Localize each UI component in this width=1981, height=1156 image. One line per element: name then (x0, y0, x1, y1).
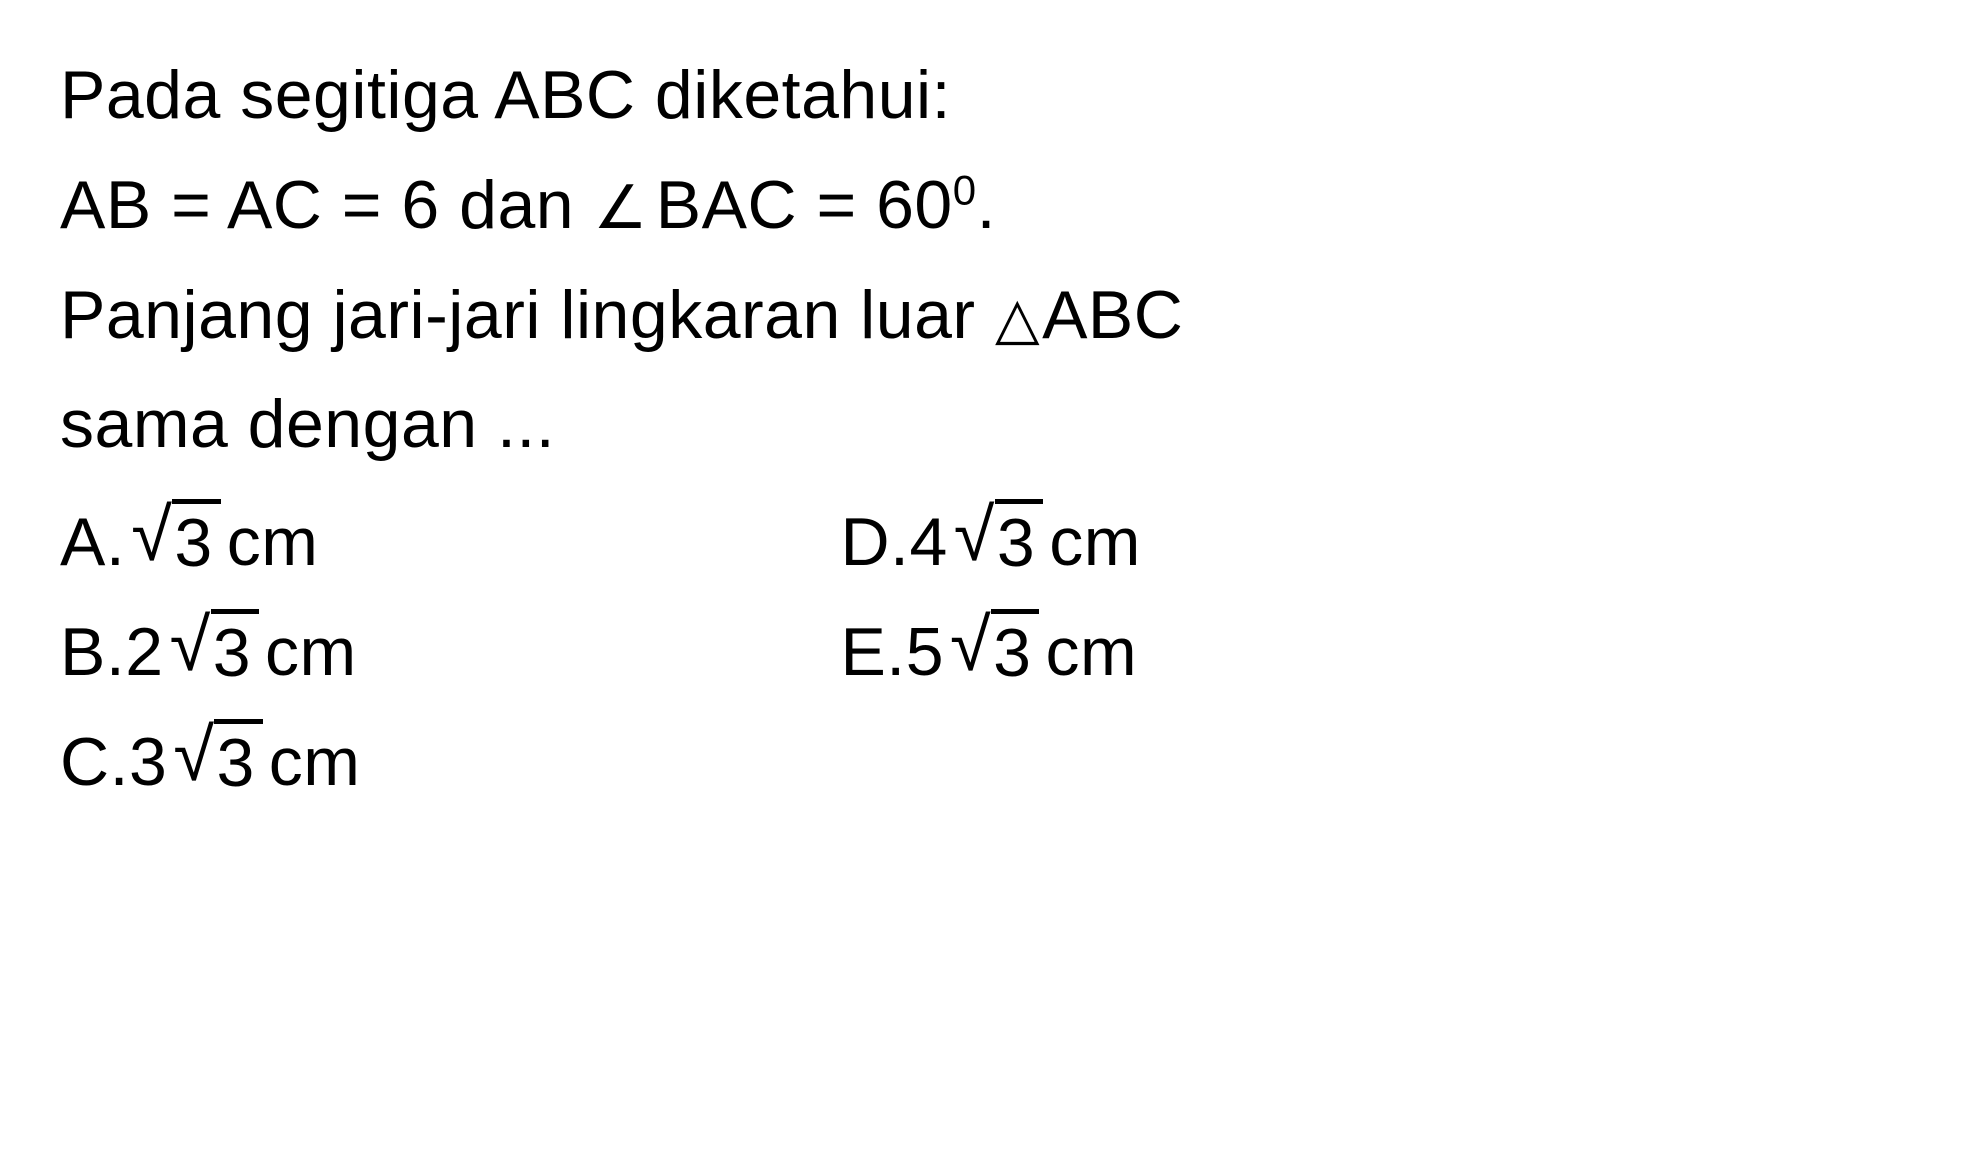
triangle-icon: △ (995, 280, 1040, 358)
sqrt-icon: √ 3 (170, 611, 259, 694)
option-d: D. 4 √ 3 cm (840, 497, 1140, 589)
question-line-3: Panjang jari-jari lingkaran luar △ABC (60, 270, 1921, 362)
options-container: A. √ 3 cm B. 2 √ 3 cm C. 3 (60, 497, 1921, 808)
radicand: 3 (172, 499, 220, 582)
option-c: C. 3 √ 3 cm (60, 717, 360, 809)
text-segment: . (977, 167, 996, 243)
option-e: E. 5 √ 3 cm (840, 607, 1140, 699)
degree-symbol: 0 (953, 166, 977, 213)
question-line-4: sama dengan ... (60, 379, 1921, 471)
option-unit: cm (1045, 607, 1137, 699)
option-unit: cm (269, 717, 361, 809)
options-column-left: A. √ 3 cm B. 2 √ 3 cm C. 3 (60, 497, 360, 808)
radical-symbol: √ (170, 608, 211, 682)
option-unit: cm (227, 497, 319, 589)
option-label: B. (60, 607, 125, 699)
angle-icon: ∠ (593, 167, 647, 248)
option-label: E. (840, 607, 905, 699)
radicand: 3 (214, 719, 262, 802)
question-line-1: Pada segitiga ABC diketahui: (60, 50, 1921, 142)
sqrt-icon: √ 3 (950, 611, 1039, 694)
option-unit: cm (1049, 497, 1141, 589)
radical-symbol: √ (950, 608, 991, 682)
option-coeff: 3 (129, 717, 167, 809)
radical-symbol: √ (954, 498, 995, 572)
radicand: 3 (211, 609, 259, 692)
radicand: 3 (995, 499, 1043, 582)
text-segment: sama dengan ... (60, 386, 555, 462)
option-b: B. 2 √ 3 cm (60, 607, 360, 699)
option-label: C. (60, 717, 129, 809)
text-segment: BAC = 60 (656, 167, 953, 243)
text-segment: Panjang jari-jari lingkaran luar (60, 277, 995, 353)
radical-symbol: √ (131, 498, 172, 572)
option-coeff: 2 (125, 607, 163, 699)
question-line-2: AB = AC = 6 dan ∠BAC = 600. (60, 160, 1921, 252)
option-coeff: 5 (906, 607, 944, 699)
option-label: D. (840, 497, 909, 589)
text-segment: Pada segitiga ABC diketahui: (60, 57, 951, 133)
text-segment: ABC (1042, 277, 1183, 353)
option-a: A. √ 3 cm (60, 497, 360, 589)
sqrt-icon: √ 3 (131, 501, 220, 584)
options-column-right: D. 4 √ 3 cm E. 5 √ 3 cm (840, 497, 1140, 808)
sqrt-icon: √ 3 (173, 721, 262, 804)
sqrt-icon: √ 3 (954, 501, 1043, 584)
text-segment: AB = AC = 6 dan (60, 167, 593, 243)
option-coeff: 4 (909, 497, 947, 589)
radical-symbol: √ (173, 718, 214, 792)
option-unit: cm (265, 607, 357, 699)
question-block: Pada segitiga ABC diketahui: AB = AC = 6… (60, 50, 1921, 809)
radicand: 3 (991, 609, 1039, 692)
option-label: A. (60, 497, 125, 589)
